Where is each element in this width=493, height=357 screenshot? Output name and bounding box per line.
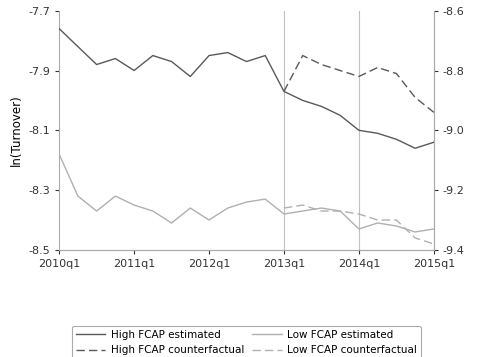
Y-axis label: ln(Turnover): ln(Turnover): [10, 95, 23, 166]
Legend: High FCAP estimated, High FCAP counterfactual, Low FCAP estimated, Low FCAP coun: High FCAP estimated, High FCAP counterfa…: [72, 326, 421, 357]
